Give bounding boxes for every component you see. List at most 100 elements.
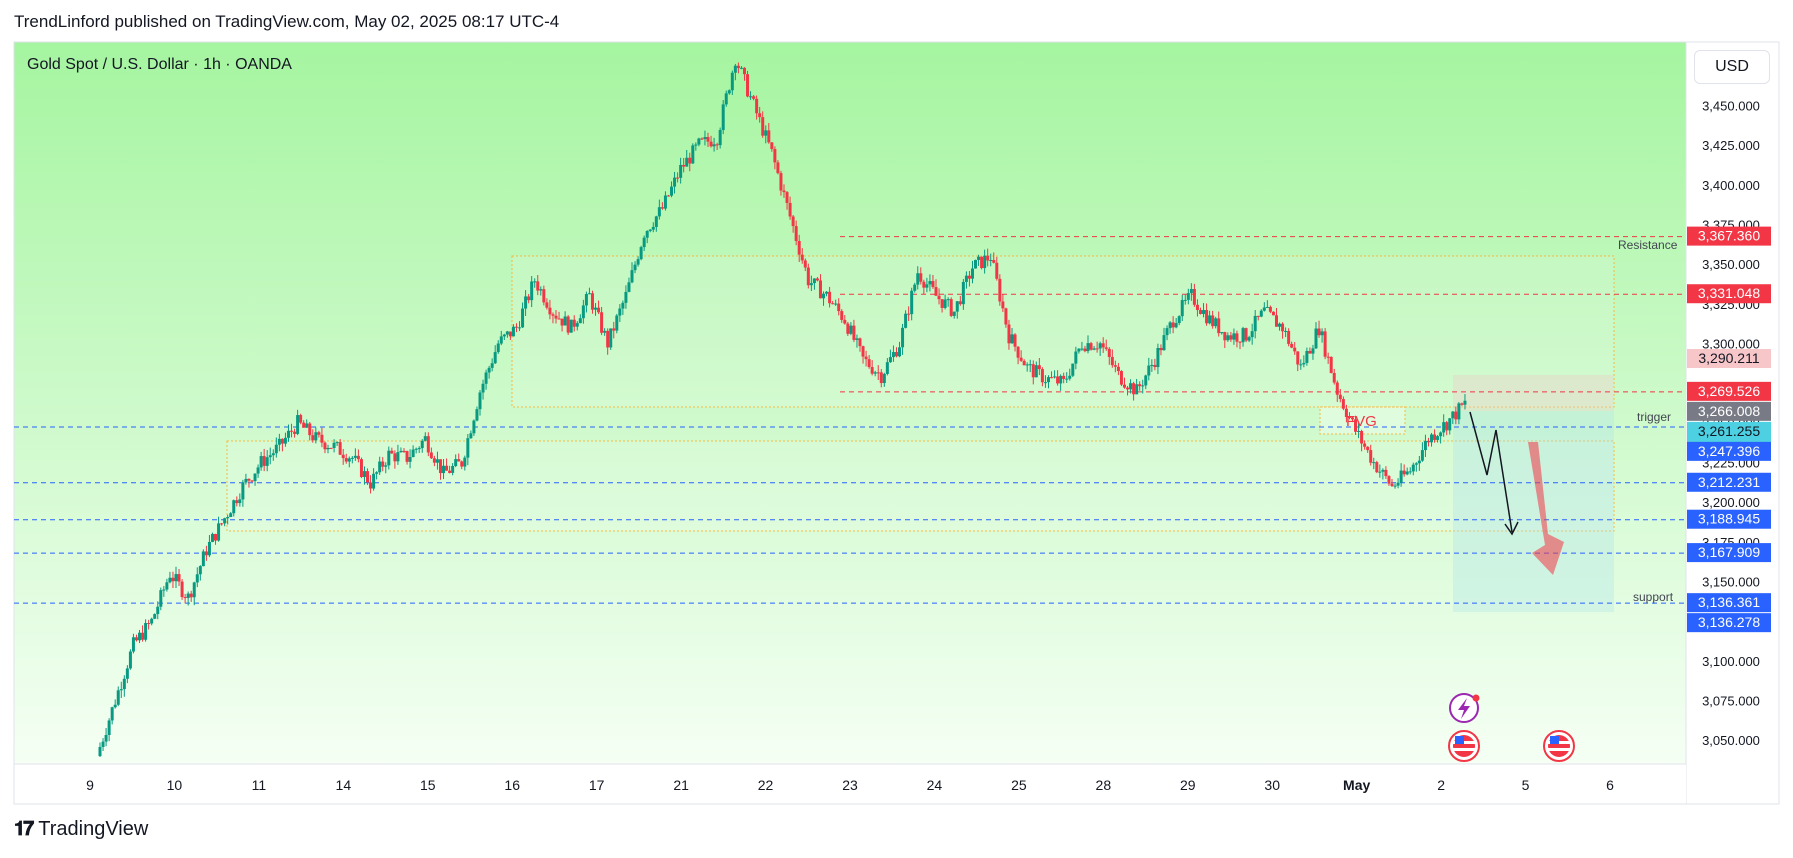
candle-body (527, 296, 531, 301)
candle-body (958, 301, 962, 305)
candle-body (849, 325, 853, 334)
time-axis[interactable]: 9 10 11 14 15 16 17 21 22 23 24 25 28 29 30 May 2 5 6 (86, 777, 1614, 793)
candle-body (590, 293, 594, 310)
candle-body (505, 331, 509, 335)
candle-body (1101, 343, 1105, 348)
candle-body (268, 455, 272, 458)
candle-body (138, 632, 142, 641)
candle-body (223, 518, 227, 524)
candle-body (1235, 333, 1239, 342)
candle-body (755, 98, 759, 114)
candle-body (630, 270, 634, 283)
candle-body (1411, 464, 1415, 472)
price-tick-label: 3,050.000 (1702, 733, 1760, 748)
candle-body (913, 284, 917, 291)
candle-body (448, 470, 452, 473)
price-label-box (1687, 441, 1771, 461)
candle-body (1262, 307, 1266, 311)
candle-body (676, 177, 680, 179)
candle-body (432, 458, 436, 463)
time-tick-label: 28 (1096, 777, 1112, 793)
tradingview-logo[interactable]: 𝟏𝟕 TradingView (14, 818, 148, 841)
candle-body (916, 273, 920, 285)
candle-body (1396, 482, 1400, 486)
candle-body (1241, 328, 1245, 343)
publish-header: TrendLinford published on TradingView.co… (14, 12, 560, 31)
time-tick-label: 23 (842, 777, 858, 793)
candle-body (1463, 400, 1467, 405)
us-flag-event-icon[interactable] (1543, 730, 1575, 762)
candle-body (609, 328, 613, 348)
candle-body (977, 256, 981, 260)
candle-body (721, 104, 725, 131)
us-flag-event-icon[interactable] (1448, 730, 1480, 762)
candle-body (934, 287, 938, 296)
candle-body (1281, 323, 1285, 332)
candle-body (682, 164, 686, 167)
price-label-box (1687, 226, 1771, 246)
candle-body (457, 459, 461, 462)
candle-body (922, 281, 926, 288)
candle-body (265, 457, 269, 466)
candle-body (524, 296, 528, 309)
price-label: 3,136.278 (1698, 614, 1760, 630)
candle-body (442, 465, 446, 474)
candle-body (201, 551, 205, 567)
candle-body (308, 423, 312, 436)
candle-body (779, 173, 783, 191)
candle-body (691, 145, 695, 164)
time-tick-label: 11 (252, 777, 267, 793)
candle-body (1132, 383, 1136, 395)
candle-body (1129, 383, 1133, 390)
candle-body (359, 459, 363, 478)
candle-body (739, 67, 743, 69)
candle-body (1062, 375, 1066, 379)
candle-body (1460, 403, 1464, 405)
candle-body (472, 420, 476, 434)
candle-body (1387, 476, 1391, 484)
time-tick-label: 15 (420, 777, 436, 793)
candle-body (1056, 376, 1060, 384)
candle-body (1347, 417, 1351, 419)
candle-body (703, 137, 707, 140)
candle-body (1354, 419, 1358, 432)
candle-body (572, 319, 576, 327)
candle-body (776, 162, 780, 174)
candle-body (189, 593, 193, 598)
time-tick-label: 9 (86, 777, 94, 793)
candle-body (563, 316, 567, 326)
candle-body (645, 230, 649, 238)
candle-body (688, 157, 692, 164)
event-lightning-icon[interactable] (1449, 693, 1480, 723)
candle-body (1065, 378, 1069, 380)
candle-body (964, 275, 968, 282)
candle-body (1198, 310, 1202, 314)
candle-body (1156, 347, 1160, 368)
time-tick-label: 24 (927, 777, 943, 793)
candle-body (761, 117, 765, 136)
candle-body (1426, 440, 1430, 443)
candle-body (232, 500, 236, 514)
candle-body (1454, 411, 1458, 420)
currency-button[interactable]: USD (1694, 50, 1770, 84)
candle-body (1274, 315, 1278, 327)
candle-body (347, 458, 351, 462)
candle-body (229, 513, 233, 518)
candle-body (1244, 328, 1248, 341)
candle-body (1439, 432, 1443, 437)
price-label: 3,188.945 (1698, 511, 1760, 527)
candle-body (967, 275, 971, 279)
candle-body (615, 315, 619, 331)
candle-body (496, 343, 500, 353)
candle-body (1375, 462, 1379, 473)
time-tick-label: 25 (1011, 777, 1027, 793)
candle-body (411, 449, 415, 458)
candle-body (800, 254, 804, 261)
candle-body (1162, 335, 1166, 351)
candle-body (241, 482, 245, 500)
candle-body (378, 461, 382, 473)
candle-body (712, 144, 716, 147)
price-label: 3,247.396 (1698, 443, 1760, 459)
candle-body (818, 280, 822, 299)
